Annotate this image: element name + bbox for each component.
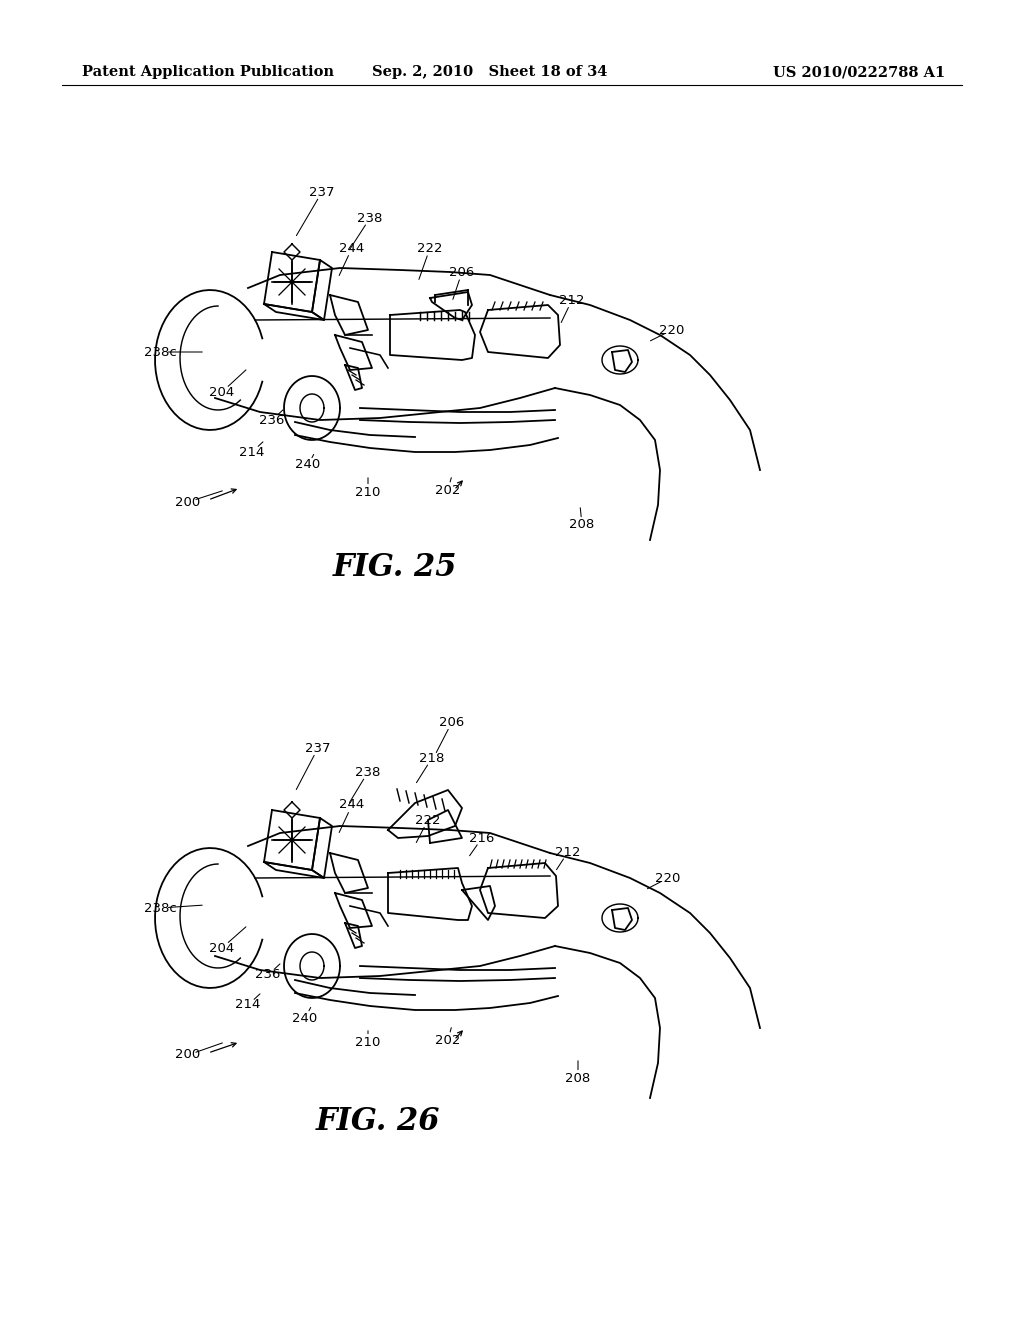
- Text: 222: 222: [417, 242, 442, 255]
- Text: 202: 202: [435, 483, 461, 496]
- Text: US 2010/0222788 A1: US 2010/0222788 A1: [773, 65, 945, 79]
- Text: 236: 236: [259, 413, 285, 426]
- Text: 244: 244: [339, 242, 365, 255]
- Text: 200: 200: [175, 1048, 201, 1061]
- Text: 212: 212: [555, 846, 581, 858]
- Text: 214: 214: [236, 998, 261, 1011]
- Text: 210: 210: [355, 1035, 381, 1048]
- Text: 240: 240: [295, 458, 321, 471]
- Text: 238c: 238c: [143, 902, 176, 915]
- Text: 220: 220: [655, 871, 681, 884]
- Text: 208: 208: [565, 1072, 591, 1085]
- Text: 206: 206: [439, 715, 465, 729]
- Text: 238: 238: [355, 766, 381, 779]
- Text: 244: 244: [339, 799, 365, 812]
- Text: 200: 200: [175, 495, 201, 508]
- Text: 237: 237: [305, 742, 331, 755]
- Text: 220: 220: [659, 323, 685, 337]
- Text: FIG. 26: FIG. 26: [315, 1106, 440, 1138]
- Text: 210: 210: [355, 486, 381, 499]
- Text: 237: 237: [309, 186, 335, 198]
- Text: 202: 202: [435, 1034, 461, 1047]
- Text: 238c: 238c: [143, 346, 176, 359]
- Text: Patent Application Publication: Patent Application Publication: [82, 65, 334, 79]
- Text: 208: 208: [569, 519, 595, 532]
- Text: 216: 216: [469, 832, 495, 845]
- Text: FIG. 25: FIG. 25: [333, 553, 458, 583]
- Text: 204: 204: [209, 385, 234, 399]
- Text: 222: 222: [416, 813, 440, 826]
- Text: 240: 240: [293, 1011, 317, 1024]
- Text: 206: 206: [450, 265, 475, 279]
- Text: 236: 236: [255, 969, 281, 982]
- Text: 218: 218: [419, 751, 444, 764]
- Text: 214: 214: [240, 446, 264, 458]
- Text: Sep. 2, 2010   Sheet 18 of 34: Sep. 2, 2010 Sheet 18 of 34: [373, 65, 607, 79]
- Text: 238: 238: [357, 211, 383, 224]
- Text: 204: 204: [209, 941, 234, 954]
- Text: 212: 212: [559, 293, 585, 306]
